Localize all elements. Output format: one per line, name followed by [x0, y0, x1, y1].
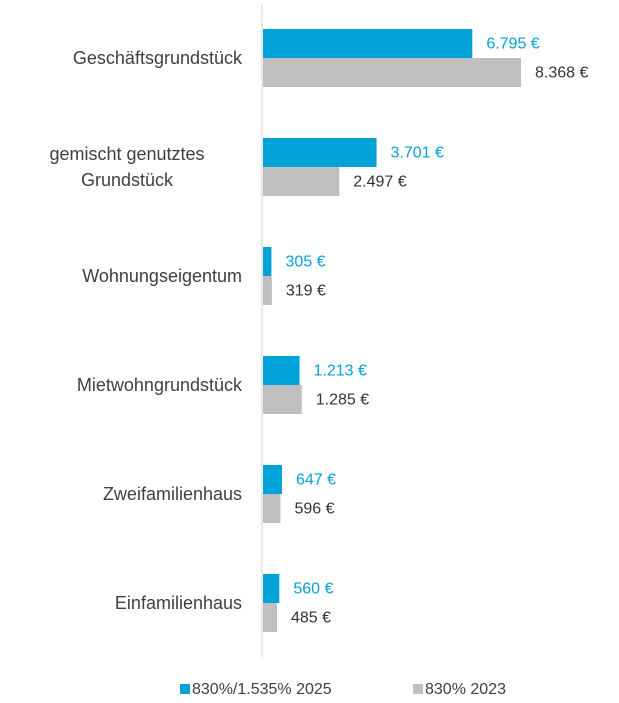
legend-swatch — [180, 684, 190, 694]
value-label: 2.497 € — [353, 174, 406, 191]
legend-label: 830%/1.535% 2025 — [192, 681, 332, 698]
bar — [263, 58, 521, 87]
legend-swatch — [413, 684, 423, 694]
value-label: 596 € — [294, 501, 334, 518]
category-label: gemischt genutztes Grundstück — [49, 144, 205, 190]
bar — [263, 276, 272, 305]
value-label: 8.368 € — [535, 65, 588, 82]
bar — [263, 494, 281, 523]
category-label-box: Mietwohngrundstück — [12, 372, 242, 398]
bar — [263, 247, 272, 276]
value-label: 485 € — [291, 610, 331, 627]
value-label: 1.285 € — [316, 392, 369, 409]
value-label: 1.213 € — [314, 363, 367, 380]
category-label: Einfamilienhaus — [114, 593, 242, 613]
category-label: Geschäftsgrundstück — [72, 48, 242, 68]
value-label: 6.795 € — [486, 36, 539, 53]
category-label: Wohnungseigentum — [82, 266, 242, 286]
value-label: 319 € — [286, 283, 326, 300]
value-label: 305 € — [285, 254, 325, 271]
category-label-box: Einfamilienhaus — [12, 590, 242, 616]
legend-label: 830% 2023 — [425, 681, 506, 698]
bar — [263, 29, 473, 58]
bar — [263, 167, 340, 196]
value-label: 560 € — [293, 581, 333, 598]
category-label: Zweifamilienhaus — [102, 484, 242, 504]
value-label: 647 € — [296, 472, 336, 489]
category-label-box: Wohnungseigentum — [12, 263, 242, 289]
bar — [263, 574, 280, 603]
category-label: Mietwohngrundstück — [76, 375, 242, 395]
bar — [263, 138, 377, 167]
bar — [263, 356, 300, 385]
bar — [263, 385, 302, 414]
category-label-box: Geschäftsgrundstück — [12, 45, 242, 71]
bar — [263, 603, 278, 632]
bar — [263, 465, 283, 494]
category-label-box: Zweifamilienhaus — [12, 481, 242, 507]
value-label: 3.701 € — [391, 145, 444, 162]
category-label-box: gemischt genutztes Grundstück — [12, 141, 242, 193]
